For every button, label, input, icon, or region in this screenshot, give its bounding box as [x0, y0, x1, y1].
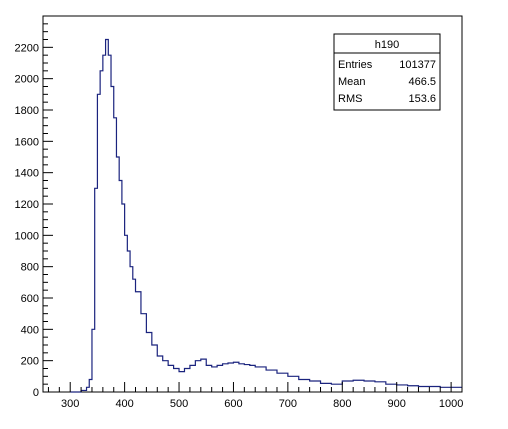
- y-tick-label: 1400: [15, 168, 39, 180]
- x-tick-label: 400: [115, 398, 133, 410]
- y-tick-label: 2200: [15, 42, 39, 54]
- x-tick-label: 500: [170, 398, 188, 410]
- stats-box-border: [333, 33, 441, 111]
- x-tick-label: 900: [388, 398, 406, 410]
- stats-entries-label: Entries: [338, 59, 373, 71]
- x-tick-label: 1000: [439, 398, 463, 410]
- stats-box: h190 Entries 101377 Mean 466.5 RMS 153.6: [333, 33, 441, 111]
- y-tick-label: 800: [21, 262, 39, 274]
- y-tick-label: 0: [33, 387, 39, 399]
- stats-rms-value: 153.6: [408, 93, 436, 105]
- stats-title: h190: [375, 39, 399, 51]
- stats-mean-label: Mean: [338, 76, 366, 88]
- y-tick-label: 2000: [15, 74, 39, 86]
- y-tick-label: 1800: [15, 105, 39, 117]
- y-tick-label: 1600: [15, 136, 39, 148]
- y-tick-label: 400: [21, 324, 39, 336]
- x-tick-label: 700: [279, 398, 297, 410]
- y-axis: 0 200 400 600 800 1000 1200 1400 1600 1800 2000 220…: [15, 23, 53, 399]
- y-tick-label: 1000: [15, 230, 39, 242]
- y-tick-label: 1200: [15, 199, 39, 211]
- y-tick-label: 600: [21, 293, 39, 305]
- x-tick-label: 800: [333, 398, 351, 410]
- y-tick-label: 200: [21, 356, 39, 368]
- stats-rms-label: RMS: [338, 93, 362, 105]
- stats-entries-value: 101377: [399, 59, 436, 71]
- x-axis: 300 400 500 600 700 800 900 1000: [47, 382, 463, 410]
- x-tick-label: 300: [61, 398, 79, 410]
- stats-mean-value: 466.5: [408, 76, 436, 88]
- x-tick-label: 600: [224, 398, 242, 410]
